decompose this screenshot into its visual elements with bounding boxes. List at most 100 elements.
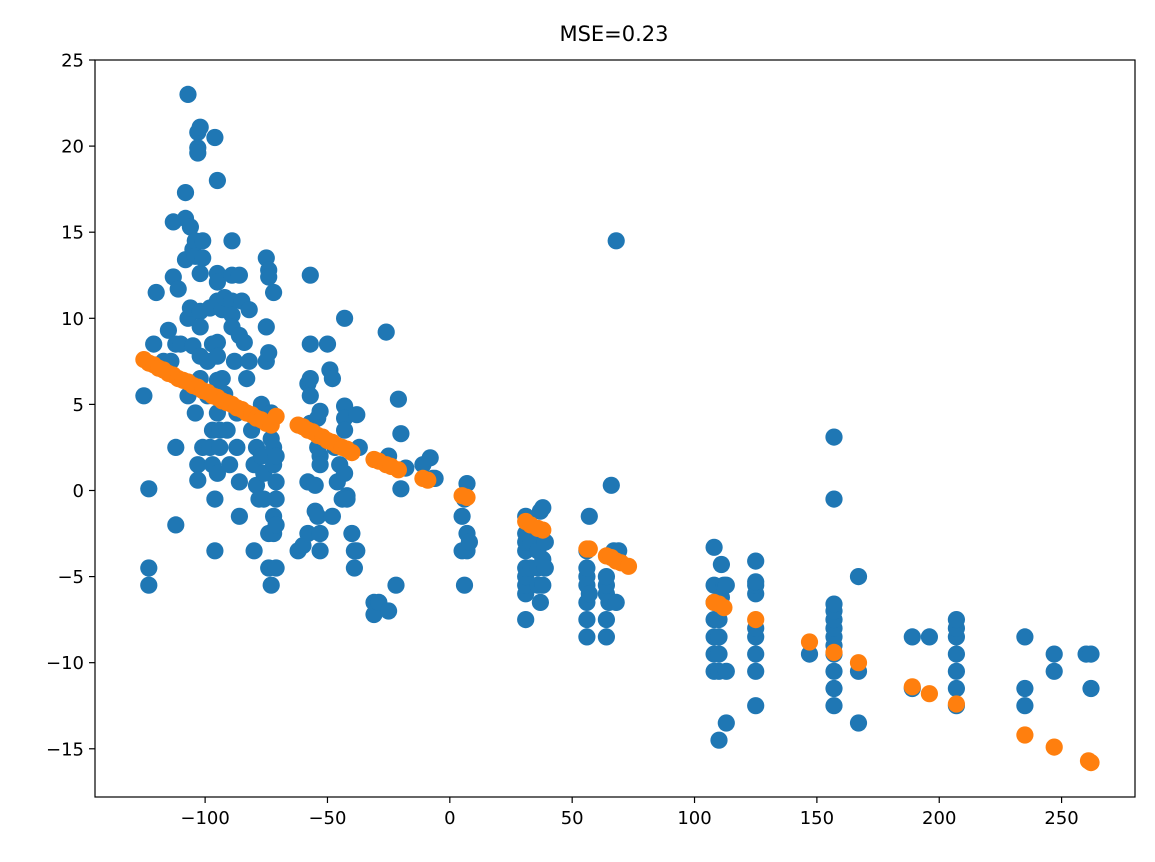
chart-title: MSE=0.23 [559,22,668,46]
plot-frame [94,59,1136,798]
series-2 [135,351,1100,772]
data-point [1016,679,1034,698]
data-point [712,555,731,574]
x-tick-label: 0 [444,808,455,829]
data-point [267,559,285,577]
data-point [343,524,361,543]
data-point [343,444,361,462]
data-point [1082,645,1100,663]
data-point [311,542,329,560]
data-point [218,421,236,439]
data-point [311,524,329,543]
data-point [619,557,638,575]
data-point [747,552,765,570]
data-point [534,576,552,594]
data-point [800,633,819,651]
data-point [1045,662,1063,680]
data-point [1045,645,1063,663]
data-point [245,542,263,560]
data-point [208,171,226,190]
data-point [597,611,616,629]
data-point [578,611,596,629]
data-point [825,697,843,715]
data-point [825,643,843,662]
data-point [747,645,765,663]
data-point [336,421,354,439]
data-point [348,406,366,424]
data-point [267,473,285,491]
data-point [135,387,153,405]
y-axis: −15 −10 −5 0 5 10 15 20 25 [46,51,95,760]
data-point [169,280,187,298]
data-point [377,323,395,341]
data-point [534,521,552,539]
data-point [323,370,341,388]
data-point [267,516,285,534]
data-point [299,524,317,543]
x-tick-label: 100 [677,808,711,829]
data-point [602,476,620,494]
data-point [580,585,598,603]
data-point [1016,726,1034,744]
data-point [531,593,550,612]
data-point [705,538,723,556]
data-point [345,559,363,577]
data-point [206,542,224,560]
data-point [336,397,354,415]
data-point [849,714,868,732]
data-point [194,232,212,250]
data-point [460,533,478,551]
data-point [191,118,209,136]
data-point [235,333,253,351]
data-point [389,390,407,408]
data-point [903,628,921,646]
data-point [419,471,437,489]
y-tick-label: 0 [73,481,84,502]
data-point [176,184,195,202]
data-point [947,645,966,663]
data-point [421,449,439,467]
data-point [825,595,843,613]
data-point [208,464,226,482]
data-point [225,352,244,370]
data-point [323,507,341,525]
data-point [517,611,535,629]
x-tick-label: 50 [561,808,584,829]
data-point [267,407,285,425]
data-point [318,335,337,353]
data-point [191,264,209,283]
data-point [534,499,552,517]
data-point [206,128,224,147]
data-point [607,593,625,612]
data-point [194,249,212,267]
data-point [267,490,285,508]
data-point [255,490,273,508]
data-point [240,352,258,370]
data-point [1016,697,1034,715]
data-point [607,232,625,250]
data-point [903,678,921,696]
data-point [825,490,843,508]
y-tick-label: 15 [61,223,84,244]
x-tick-label: −50 [308,808,346,829]
x-tick-label: 250 [1044,808,1078,829]
data-point [189,144,207,162]
data-point [208,273,226,291]
data-point [392,425,410,443]
data-point [453,507,471,525]
data-point [309,507,327,525]
data-point [213,370,231,388]
data-point [301,266,319,284]
data-point [747,611,765,629]
data-point [223,232,241,250]
x-tick-label: −100 [180,808,229,829]
data-point [265,283,283,302]
data-point [747,573,765,591]
data-point [455,576,474,594]
data-point [167,438,185,456]
data-point [228,438,246,456]
data-point [206,490,224,508]
y-tick-label: 5 [73,395,84,416]
data-point [1045,738,1063,756]
data-point [920,685,939,703]
